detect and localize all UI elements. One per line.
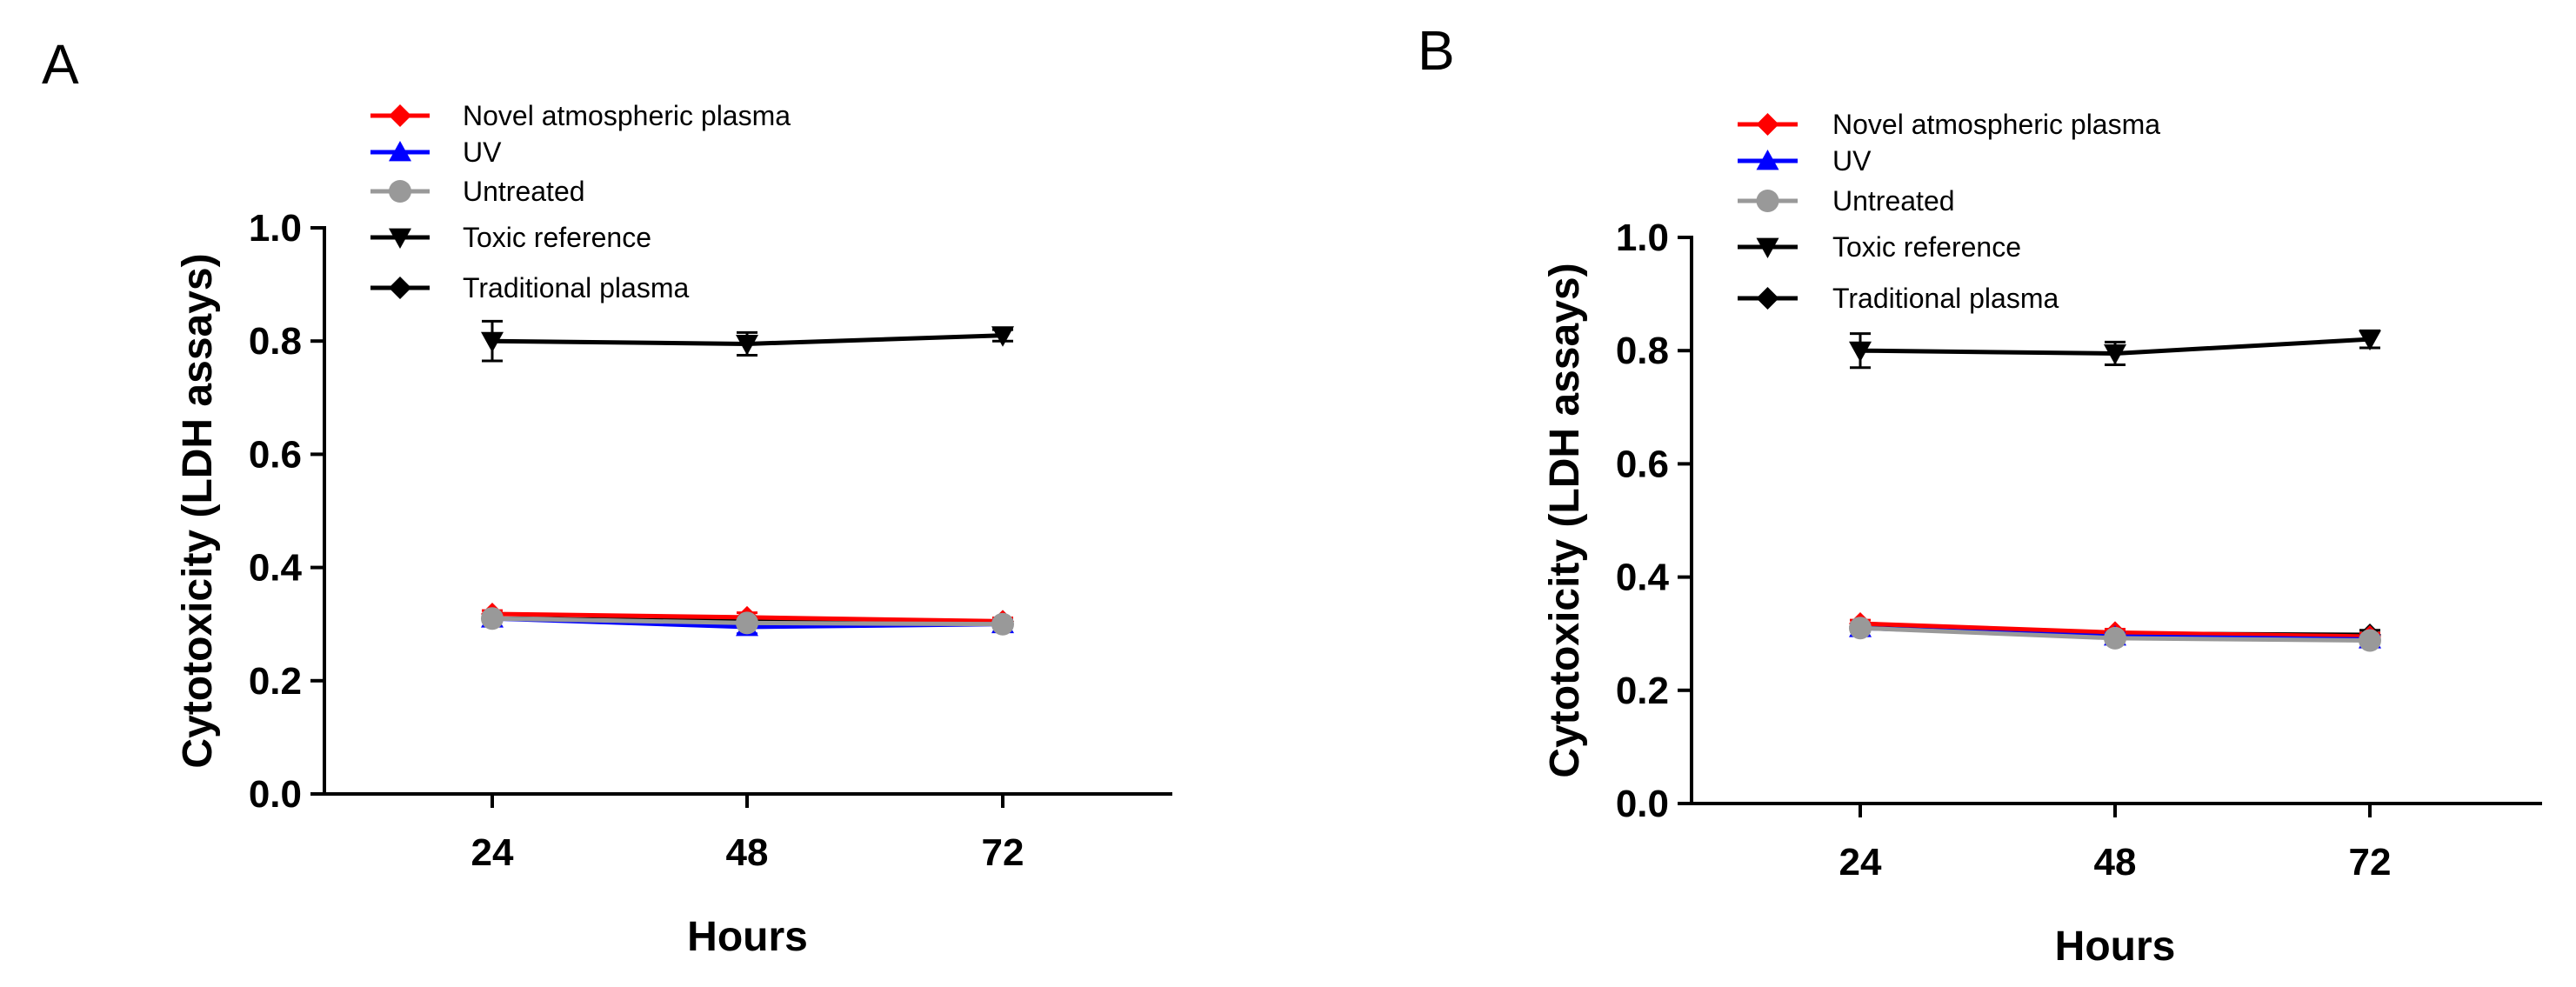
data-point bbox=[481, 607, 504, 630]
x-tick-label: 24 bbox=[1839, 841, 1882, 884]
legend-marker bbox=[389, 104, 411, 127]
y-tick-label: 0.2 bbox=[1616, 670, 1669, 712]
legend-item: Traditional plasma bbox=[370, 272, 689, 303]
x-tick-label: 24 bbox=[471, 831, 514, 874]
y-tick-label: 0.6 bbox=[249, 433, 302, 476]
data-point bbox=[2104, 626, 2126, 650]
legend-item: Novel atmospheric plasma bbox=[1738, 109, 2160, 140]
legend-label: Traditional plasma bbox=[463, 272, 689, 303]
legend-marker bbox=[1756, 287, 1779, 310]
y-tick-label: 0.8 bbox=[249, 320, 302, 363]
legend-label: UV bbox=[463, 137, 502, 168]
x-tick-label: 72 bbox=[2349, 841, 2392, 884]
data-point bbox=[736, 335, 758, 356]
legend-marker bbox=[1756, 190, 1779, 212]
y-tick-label: 0.4 bbox=[249, 547, 303, 590]
legend: Novel atmospheric plasma UV Untreated Toxic… bbox=[1738, 109, 2160, 314]
legend-item: Untreated bbox=[370, 176, 585, 207]
legend-marker bbox=[389, 180, 411, 203]
legend-item: Untreated bbox=[1738, 185, 1955, 217]
series-toxic-reference bbox=[1849, 329, 2381, 370]
data-point bbox=[1849, 617, 1872, 640]
legend-marker bbox=[389, 228, 411, 249]
y-tick-label: 0.2 bbox=[249, 660, 302, 703]
x-tick-label: 48 bbox=[726, 831, 769, 874]
panel-b: B 0.0 0.2 0.4 0.6 0.8 1.0 24 48 72 Hours Cytotoxici… bbox=[1418, 19, 2542, 970]
data-point bbox=[2104, 344, 2126, 365]
legend-marker bbox=[389, 277, 411, 299]
legend-item: UV bbox=[370, 137, 502, 168]
y-tick-label: 1.0 bbox=[249, 207, 302, 250]
panel-label: B bbox=[1418, 19, 1455, 82]
series-toxic-reference bbox=[481, 319, 1014, 363]
y-tick-label: 0.4 bbox=[1616, 557, 1670, 599]
legend-label: Untreated bbox=[1832, 185, 1955, 217]
legend-item: UV bbox=[1738, 145, 1872, 177]
data-point bbox=[2359, 330, 2381, 351]
panel-a: A 0.0 0.2 0.4 0.6 0.8 1.0 24 48 72 Hours Cytotoxici… bbox=[42, 33, 1172, 960]
data-point bbox=[991, 326, 1014, 347]
legend-label: Toxic reference bbox=[1832, 231, 2021, 263]
legend-label: Untreated bbox=[463, 176, 585, 207]
legend-item: Traditional plasma bbox=[1738, 283, 2059, 314]
legend-label: Toxic reference bbox=[463, 222, 651, 253]
x-tick-label: 48 bbox=[2094, 841, 2137, 884]
data-point bbox=[1849, 341, 1872, 363]
legend-marker bbox=[389, 141, 411, 162]
y-axis-title: Cytotoxicity (LDH assays) bbox=[1542, 263, 1588, 777]
legend-item: Novel atmospheric plasma bbox=[370, 100, 791, 131]
x-axis-title: Hours bbox=[687, 914, 808, 960]
legend-label: Novel atmospheric plasma bbox=[463, 100, 791, 131]
legend-marker bbox=[1756, 113, 1779, 136]
legend-item: Toxic reference bbox=[370, 222, 651, 253]
x-axis-title: Hours bbox=[2055, 924, 2176, 970]
y-tick-label: 0.8 bbox=[1616, 330, 1669, 372]
legend-label: UV bbox=[1832, 145, 1872, 177]
legend-label: Traditional plasma bbox=[1832, 283, 2059, 314]
y-tick-label: 0.0 bbox=[1616, 783, 1669, 825]
data-point bbox=[736, 611, 758, 635]
y-tick-label: 0.0 bbox=[249, 773, 302, 816]
series-untreated bbox=[481, 607, 1014, 636]
data-point bbox=[991, 612, 1014, 636]
legend-label: Novel atmospheric plasma bbox=[1832, 109, 2160, 140]
x-tick-label: 72 bbox=[982, 831, 1024, 874]
legend-item: Toxic reference bbox=[1738, 231, 2021, 263]
y-tick-label: 0.6 bbox=[1616, 443, 1669, 485]
series-untreated bbox=[1849, 617, 2381, 652]
y-axis-title: Cytotoxicity (LDH assays) bbox=[175, 253, 221, 768]
data-point bbox=[2359, 629, 2381, 652]
data-point bbox=[481, 331, 504, 353]
legend: Novel atmospheric plasma UV Untreated Toxic… bbox=[370, 100, 791, 303]
legend-marker bbox=[1756, 150, 1779, 170]
legend-marker bbox=[1756, 237, 1779, 258]
panel-label: A bbox=[42, 33, 79, 96]
y-tick-label: 1.0 bbox=[1616, 217, 1669, 259]
